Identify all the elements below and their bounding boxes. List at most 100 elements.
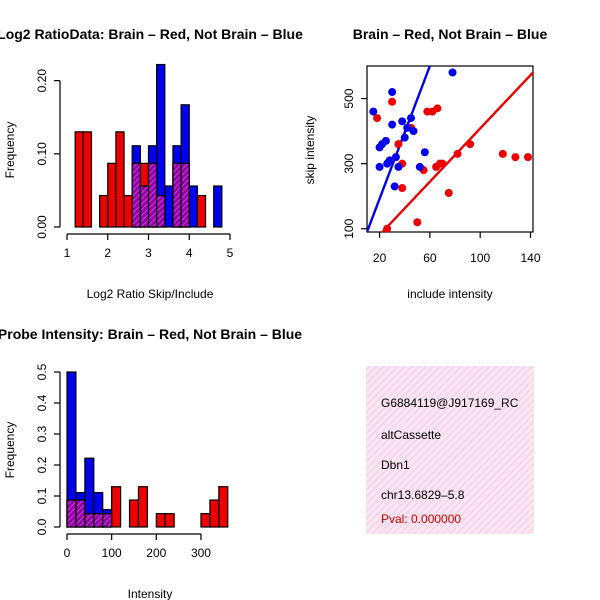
ratio-histogram-bar-notbrain xyxy=(213,185,223,228)
intensity-histogram-bar-brain xyxy=(137,486,148,528)
scatter-y-tick-label: 300 xyxy=(342,153,356,173)
scatter-frame xyxy=(366,65,534,233)
intensity-histogram-x-tick-label: 100 xyxy=(102,546,122,560)
intensity-histogram-ylabel: Frequency xyxy=(3,422,17,479)
scatter-point-brain xyxy=(394,140,403,149)
intensity-histogram-bar-overlap xyxy=(75,499,86,528)
ratio-histogram-panel: Log2 RatioData: Brain – Red, Not Brain –… xyxy=(0,26,303,301)
ratio-histogram-bar-brain xyxy=(196,194,207,228)
intensity-histogram-bar-overlap xyxy=(84,513,95,528)
scatter-x-tick-label: 100 xyxy=(470,251,490,265)
intensity-histogram-axes: 0 100 200 300 0.0 0.1 0.2 0.3 0.4 0.5 xyxy=(35,363,211,560)
scatter-point-notbrain xyxy=(448,68,457,77)
ratio-histogram-bars xyxy=(74,63,223,228)
ratio-histogram-title: Log2 RatioData: Brain – Red, Not Brain –… xyxy=(0,26,303,42)
intensity-histogram-x-tick-label: 200 xyxy=(146,546,166,560)
ratio-histogram-bar-brain xyxy=(107,162,117,228)
info-panel-background xyxy=(366,366,534,534)
scatter-x-tick-label: 60 xyxy=(423,251,437,265)
scatter-point-brain xyxy=(383,224,392,233)
intensity-histogram-x-tick-label: 0 xyxy=(64,546,71,560)
ratio-histogram-bar-notbrain xyxy=(188,185,198,228)
info-event-type: altCassette xyxy=(381,428,441,442)
scatter-point-notbrain xyxy=(388,120,397,129)
intensity-histogram-bar-overlap xyxy=(93,513,104,528)
scatter-point-brain xyxy=(413,218,422,227)
intensity-histogram-bar-brain xyxy=(164,513,175,528)
scatter-title: Brain – Red, Not Brain – Blue xyxy=(353,26,548,42)
intensity-histogram-x-tick-label: 300 xyxy=(191,546,211,560)
scatter-point-notbrain xyxy=(388,88,397,97)
scatter-xlabel: include intensity xyxy=(407,287,492,301)
ratio-histogram-bar-brain xyxy=(98,194,109,228)
ratio-histogram-bar-overlap xyxy=(139,185,150,228)
scatter-point-brain xyxy=(433,104,442,113)
ratio-histogram-y-tick-label: 0.10 xyxy=(35,142,49,166)
intensity-histogram-y-tick-label: 0.2 xyxy=(35,456,49,473)
scatter-fit-line-brain xyxy=(380,71,533,232)
scatter-point-notbrain xyxy=(375,162,384,171)
ratio-histogram-x-tick-label: 4 xyxy=(186,246,193,260)
scatter-point-brain xyxy=(388,97,397,106)
scatter-point-notbrain xyxy=(403,123,412,132)
scatter-point-notbrain xyxy=(385,156,394,165)
ratio-histogram-bar-overlap xyxy=(147,162,158,228)
ratio-histogram-bar-brain xyxy=(123,194,133,228)
scatter-ylabel: skip intensity xyxy=(303,116,317,185)
intensity-histogram-title: Probe Intensity: Brain – Red, Not Brain … xyxy=(0,326,302,342)
scatter-point-brain xyxy=(466,140,475,149)
intensity-histogram-bar-brain xyxy=(218,486,229,528)
scatter-x-tick-label: 140 xyxy=(520,251,540,265)
scatter-fit-lines xyxy=(367,66,533,232)
ratio-histogram-bar-overlap xyxy=(180,162,190,228)
ratio-histogram-xlabel: Log2 Ratio Skip/Include xyxy=(87,287,214,301)
ratio-histogram-bar-brain xyxy=(115,131,125,228)
scatter-point-brain xyxy=(498,149,507,158)
scatter-point-notbrain xyxy=(409,127,418,136)
intensity-histogram-bars xyxy=(66,371,229,528)
intensity-histogram-bar-overlap xyxy=(66,499,77,528)
scatter-point-brain xyxy=(523,153,532,162)
ratio-histogram-y-tick-label: 0.20 xyxy=(35,69,49,93)
intensity-histogram-bar-brain xyxy=(155,513,166,528)
scatter-point-notbrain xyxy=(381,136,390,145)
scatter-point-brain xyxy=(398,184,407,193)
scatter-point-notbrain xyxy=(420,148,429,157)
info-panel: G6884119@J917169_RC altCassette Dbn1 chr… xyxy=(366,366,534,534)
info-pval: Pval: 0.000000 xyxy=(381,512,461,526)
scatter-point-brain xyxy=(511,153,520,162)
ratio-histogram-x-tick-label: 1 xyxy=(64,246,71,260)
scatter-y-tick-label: 500 xyxy=(342,88,356,108)
ratio-histogram-x-tick-label: 5 xyxy=(227,246,234,260)
scatter-fit-line-notbrain xyxy=(367,66,432,232)
scatter-point-brain xyxy=(444,188,453,197)
intensity-histogram-y-tick-label: 0.0 xyxy=(35,518,49,535)
ratio-histogram-bar-overlap xyxy=(172,162,182,228)
ratio-histogram-y-tick-label: 0.00 xyxy=(35,215,49,239)
intensity-histogram-y-tick-label: 0.4 xyxy=(35,394,49,411)
intensity-histogram-xlabel: Intensity xyxy=(128,587,173,600)
scatter-point-notbrain xyxy=(394,162,403,171)
intensity-histogram-bar-brain xyxy=(111,486,122,528)
intensity-histogram-y-tick-label: 0.5 xyxy=(35,363,49,380)
info-gene: Dbn1 xyxy=(381,458,410,472)
scatter-point-notbrain xyxy=(415,162,424,171)
intensity-histogram-bar-brain xyxy=(200,513,211,528)
info-probe-id: G6884119@J917169_RC xyxy=(381,396,519,410)
ratio-histogram-axes: 1 2 3 4 5 0.00 0.10 0.20 xyxy=(35,69,234,260)
scatter-points xyxy=(369,68,532,233)
info-location: chr13.6829–5.8 xyxy=(381,488,465,502)
scatter-point-brain xyxy=(373,114,382,123)
intensity-histogram-bar-overlap xyxy=(102,513,113,528)
ratio-histogram-x-tick-label: 3 xyxy=(145,246,152,260)
scatter-point-notbrain xyxy=(391,153,400,162)
scatter-point-brain xyxy=(453,149,462,158)
scatter-axes: 20 60 100 140 100 300 500 xyxy=(342,88,541,265)
scatter-point-notbrain xyxy=(369,107,378,116)
scatter-point-notbrain xyxy=(390,182,399,191)
intensity-histogram-bar-brain xyxy=(209,499,220,528)
ratio-histogram-ylabel: Frequency xyxy=(3,122,17,179)
ratio-histogram-bar-notbrain xyxy=(164,185,174,228)
intensity-histogram-bar-brain xyxy=(128,499,140,528)
